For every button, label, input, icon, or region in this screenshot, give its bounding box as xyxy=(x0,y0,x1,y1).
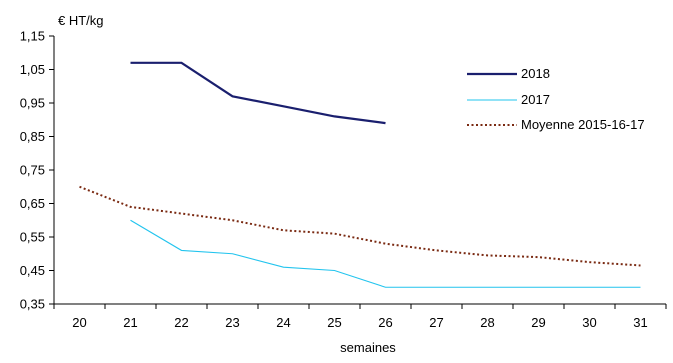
x-axis-title: semaines xyxy=(340,340,396,355)
y-tick-label: 0,85 xyxy=(20,129,45,144)
y-tick-label: 0,65 xyxy=(20,196,45,211)
y-tick-label: 0,75 xyxy=(20,163,45,178)
y-tick-label: 0,35 xyxy=(20,297,45,312)
y-tick-label: 1,15 xyxy=(20,29,45,44)
x-tick-label: 24 xyxy=(276,315,290,330)
y-tick-label: 0,55 xyxy=(20,230,45,245)
series-layer xyxy=(79,61,641,288)
x-tick-label: 20 xyxy=(72,315,86,330)
series-line-3 xyxy=(79,185,641,267)
x-tick-label: 28 xyxy=(480,315,494,330)
x-tick-label: 22 xyxy=(174,315,188,330)
y-tick-label: 0,45 xyxy=(20,263,45,278)
series-line-1 xyxy=(130,61,386,125)
legend-label-2: 2017 xyxy=(521,92,550,107)
x-tick-label: 23 xyxy=(225,315,239,330)
legend-label-3: Moyenne 2015-16-17 xyxy=(521,117,645,132)
legend-label-1: 2018 xyxy=(521,66,550,81)
legend: 2018 2017 Moyenne 2015-16-17 xyxy=(467,66,645,132)
x-tick-label: 27 xyxy=(429,315,443,330)
y-axis-title: € HT/kg xyxy=(58,13,104,28)
x-tick-label: 21 xyxy=(123,315,137,330)
x-tick-label: 25 xyxy=(327,315,341,330)
x-tick-label: 31 xyxy=(633,315,647,330)
x-tick-label: 26 xyxy=(378,315,392,330)
y-tick-label: 0,95 xyxy=(20,96,45,111)
x-tick-label: 30 xyxy=(582,315,596,330)
plot-axes: 0,35 0,45 0,55 0,65 0,75 0,85 0,95 1,05 1,15 20 21… xyxy=(20,29,667,330)
x-tick-label: 29 xyxy=(531,315,545,330)
y-tick-label: 1,05 xyxy=(20,62,45,77)
series-line-2 xyxy=(130,219,641,288)
